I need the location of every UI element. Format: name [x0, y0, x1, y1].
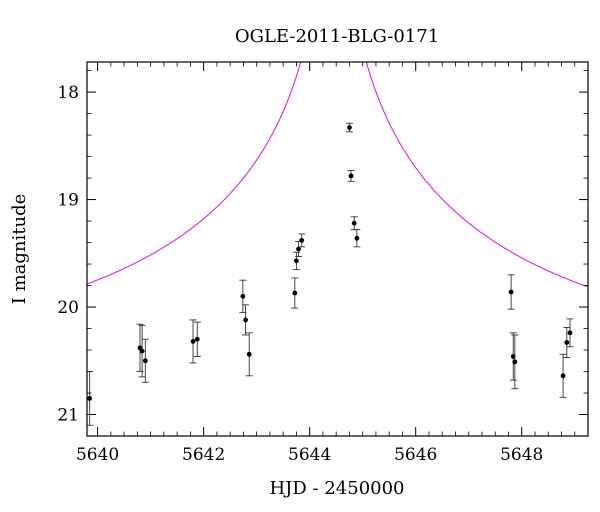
y-axis-label: I magnitude: [9, 194, 30, 305]
data-point-marker: [292, 290, 298, 296]
data-point: [511, 334, 519, 390]
data-point-marker: [567, 330, 573, 336]
y-tick-label: 21: [57, 406, 79, 426]
y-tick-label: 18: [57, 83, 79, 103]
data-point: [141, 338, 149, 383]
data-point-marker: [139, 348, 145, 354]
data-point: [298, 233, 306, 248]
data-point-marker: [560, 373, 566, 379]
data-point-marker: [512, 359, 518, 365]
data-point-marker: [296, 246, 301, 252]
data-point: [345, 122, 353, 133]
data-point: [350, 216, 358, 231]
y-tick-label: 19: [57, 191, 79, 211]
data-point-marker: [508, 289, 514, 295]
x-tick-label: 5644: [288, 445, 331, 465]
data-point: [507, 274, 515, 310]
data-point-marker: [240, 293, 246, 299]
x-tick-label: 5648: [500, 445, 543, 465]
x-tick-label: 5646: [394, 445, 437, 465]
data-point-marker: [299, 238, 305, 243]
data-point: [292, 251, 300, 270]
data-point-marker: [351, 220, 357, 226]
data-point-marker: [354, 235, 360, 241]
data-point-marker: [564, 340, 570, 345]
data-point: [559, 353, 567, 398]
x-tick-label: 5642: [182, 445, 225, 465]
data-point: [295, 241, 303, 257]
data-point: [242, 304, 250, 336]
data-point-marker: [142, 358, 148, 364]
data-points-layer: [87, 122, 574, 426]
data-point: [193, 321, 201, 357]
data-point-marker: [246, 351, 252, 357]
data-point: [138, 324, 146, 378]
data-point-marker: [347, 125, 352, 130]
chart-title: OGLE-2011-BLG-0171: [235, 26, 439, 47]
data-point: [245, 332, 253, 377]
model-curve-layer: [87, 62, 588, 288]
data-point: [509, 332, 517, 381]
data-point-marker: [294, 258, 299, 264]
data-point-marker: [87, 395, 93, 401]
data-point: [291, 277, 299, 309]
y-tick-label: 20: [57, 298, 79, 318]
x-tick-label: 5640: [76, 445, 119, 465]
data-point-marker: [194, 336, 200, 342]
data-point: [353, 229, 361, 248]
data-point: [347, 170, 355, 182]
data-point: [563, 327, 571, 358]
data-point-marker: [190, 339, 196, 344]
x-axis-label: HJD - 2450000: [269, 478, 404, 499]
data-point: [566, 318, 574, 348]
axis-ticks-layer: 5640 5642 5644 5646 5648 18 19 20 21: [57, 62, 589, 465]
data-point-marker: [243, 317, 248, 323]
model-curve: [87, 62, 588, 288]
data-point: [239, 279, 247, 313]
data-point-marker: [348, 173, 354, 179]
plot-frame: [86, 61, 589, 437]
data-point: [189, 319, 197, 364]
